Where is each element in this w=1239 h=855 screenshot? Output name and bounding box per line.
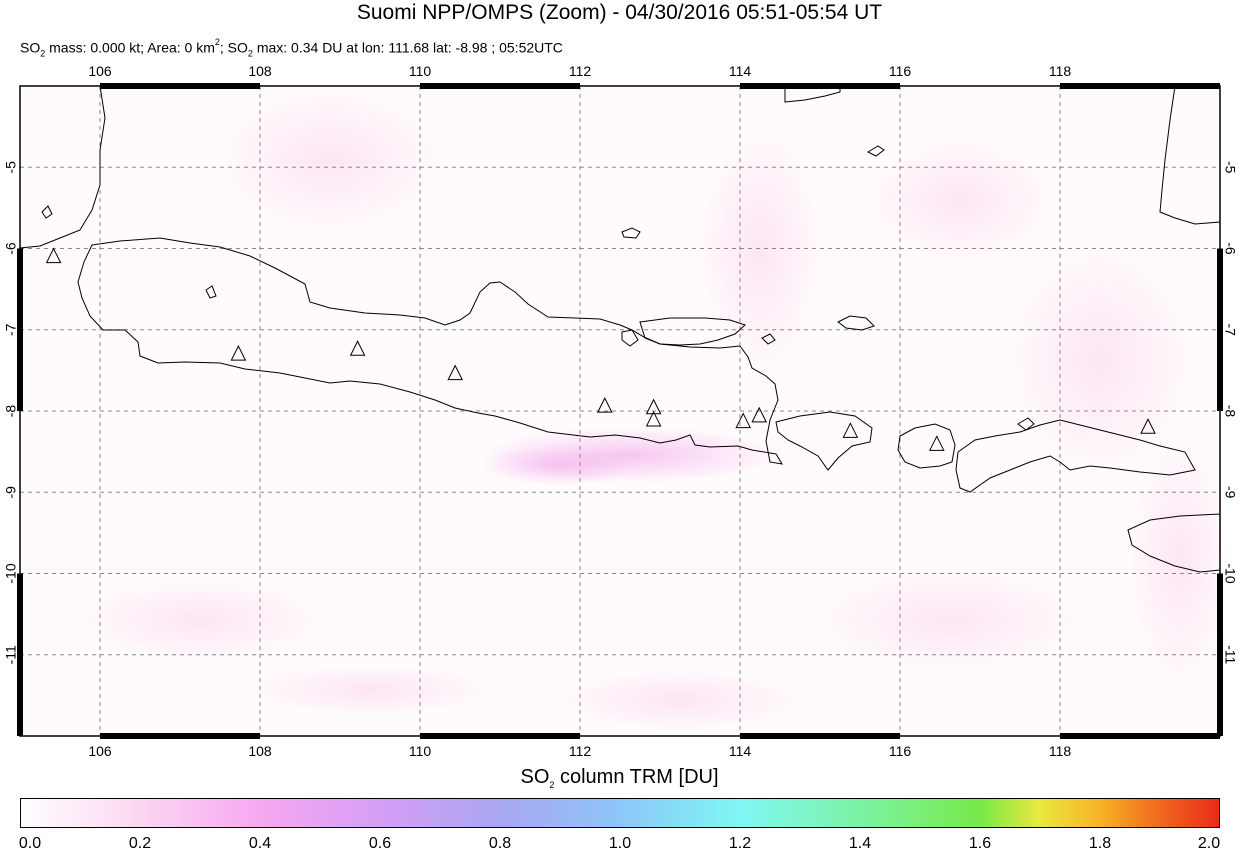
lombok-coast <box>897 423 956 469</box>
frame-band <box>740 733 900 739</box>
longitude-label: 116 <box>889 743 912 759</box>
coastlines <box>19 85 1221 573</box>
volcano-marker <box>928 435 945 451</box>
colorbar-tick-label: 2.0 <box>1197 835 1221 852</box>
latitude-label: -6 <box>3 242 19 255</box>
colorbar-tick-label: 0.4 <box>248 835 272 852</box>
longitude-label: 112 <box>569 63 592 79</box>
madura-coast <box>639 317 746 346</box>
frame-band <box>420 83 580 89</box>
longitude-label: 106 <box>88 63 112 79</box>
latitude-label: -8 <box>1222 405 1238 418</box>
small-island-5 <box>866 145 885 157</box>
graticule <box>20 86 1220 736</box>
volcano-marker <box>735 412 752 429</box>
frame-band <box>1217 573 1223 736</box>
latitude-label: -5 <box>1222 161 1238 174</box>
colorbar-tick-label: 0.6 <box>368 835 392 852</box>
frame-band <box>420 733 580 739</box>
latitude-label: -9 <box>3 486 19 499</box>
longitude-label: 116 <box>889 63 912 79</box>
kangean-islands <box>837 315 875 331</box>
colorbar-tick-label: 1.4 <box>848 835 872 852</box>
latitude-label: -5 <box>3 161 19 174</box>
volcano-marker <box>596 397 613 413</box>
small-island-2 <box>621 329 639 347</box>
longitude-label: 108 <box>248 63 272 79</box>
longitude-label: 118 <box>1049 63 1072 79</box>
so2-map: 106 106 108 108 110 110 112 112 114 114 116 116 118 1… <box>3 63 1239 759</box>
sumbawa-coast <box>955 419 1196 493</box>
frame-band <box>740 83 900 89</box>
frame-band <box>1217 248 1223 411</box>
latitude-label: -6 <box>1222 242 1238 255</box>
sumba-coast <box>1127 513 1221 573</box>
colorbar-tick-label: 0.2 <box>128 835 152 852</box>
colorbar-tick-label: 0.8 <box>488 835 512 852</box>
latitude-label: -11 <box>3 645 19 664</box>
latitude-label: -8 <box>3 405 19 418</box>
colorbar-tick-label: 1.2 <box>728 835 752 852</box>
longitude-label: 114 <box>729 743 752 759</box>
latitude-label: -10 <box>1222 563 1238 583</box>
volcano-marker <box>751 406 768 423</box>
frame-band <box>17 573 23 736</box>
frame-bands <box>17 83 1223 739</box>
volcano-marker <box>230 345 247 361</box>
volcano-marker <box>842 422 859 438</box>
volcano-marker <box>447 364 464 381</box>
longitude-label: 106 <box>88 743 112 759</box>
volcano-marker <box>645 410 662 427</box>
volcano-marker <box>45 247 62 264</box>
colorbar-tick-label: 0.0 <box>18 835 42 852</box>
longitude-label: 112 <box>569 743 592 759</box>
frame-band <box>1060 733 1220 739</box>
longitude-label: 108 <box>248 743 272 759</box>
longitude-label: 114 <box>729 63 752 79</box>
colorbar-tick-label: 1.6 <box>968 835 992 852</box>
volcano-marker <box>349 340 366 356</box>
longitude-label: 118 <box>1049 743 1072 759</box>
small-island-4 <box>41 205 53 219</box>
latitude-label: -10 <box>3 563 19 583</box>
so2-field <box>80 90 1230 730</box>
karimunjawa-island <box>621 227 641 239</box>
colorbar-tick-label: 1.0 <box>608 835 632 852</box>
volcano-marker <box>645 398 662 415</box>
map-title: Suomi NPP/OMPS (Zoom) - 04/30/2016 05:51… <box>356 1 883 24</box>
colorbar-tick-label: 1.8 <box>1088 835 1112 852</box>
map-subtitle: SO2 mass: 0.000 kt; Area: 0 km2; SO2 max… <box>20 37 563 59</box>
java-coast <box>77 237 783 465</box>
volcano-markers <box>45 247 1156 451</box>
small-island-3 <box>205 285 217 299</box>
longitude-label: 110 <box>409 63 432 79</box>
latitude-label: -7 <box>1222 324 1238 337</box>
latitude-label: -7 <box>3 323 19 336</box>
latitude-label: -11 <box>1222 645 1238 664</box>
volcano-marker <box>1140 418 1156 434</box>
latitude-label: -9 <box>1222 486 1238 499</box>
colorbar <box>20 798 1220 828</box>
colorbar-title: SO2 column TRM [DU] <box>520 766 719 790</box>
frame-band <box>100 83 260 89</box>
small-island-1 <box>761 333 776 345</box>
longitude-label: 110 <box>409 743 432 759</box>
frame-band <box>17 248 23 411</box>
frame-band <box>1060 83 1220 89</box>
bali-coast <box>775 411 873 471</box>
frame-band <box>100 733 260 739</box>
axis-labels: 106 106 108 108 110 110 112 112 114 114 116 116 118 1… <box>3 63 1239 759</box>
small-island-6 <box>1017 417 1035 431</box>
